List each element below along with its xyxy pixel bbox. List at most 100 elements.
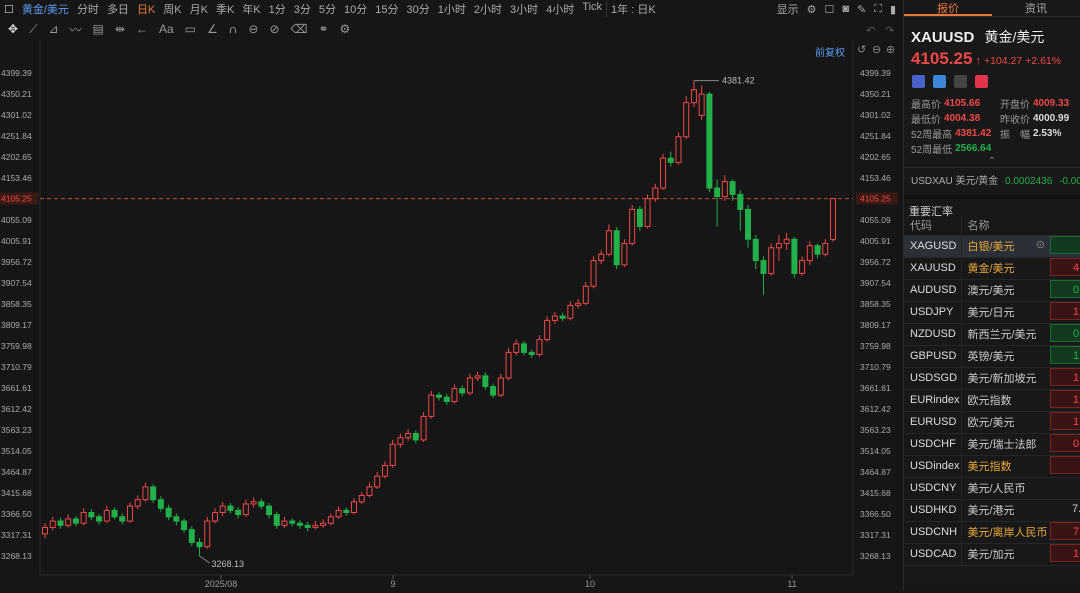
- candle-body: [698, 93, 705, 116]
- crosshair-icon[interactable]: ✥: [8, 22, 19, 36]
- panel-toggle-icon[interactable]: ▮: [889, 3, 896, 16]
- period-4[interactable]: 月K: [189, 4, 208, 16]
- note-icon[interactable]: [954, 75, 967, 88]
- window-icon[interactable]: ☐: [4, 3, 14, 16]
- candle-body: [490, 386, 497, 396]
- line-tool-icon[interactable]: ⟋: [29, 21, 38, 36]
- gear-icon[interactable]: ⚙: [339, 22, 351, 36]
- candle-body: [459, 388, 466, 394]
- globe-icon[interactable]: [912, 75, 925, 88]
- period-2[interactable]: 日K: [136, 4, 156, 16]
- tag-icon[interactable]: [933, 75, 946, 88]
- rate-row[interactable]: EURindex 欧元指数 1: [904, 389, 1080, 412]
- rate-code: EURindex: [904, 389, 961, 412]
- period-14[interactable]: 2小时: [473, 4, 503, 16]
- angle-icon[interactable]: ∠: [206, 22, 218, 36]
- candle-body: [791, 238, 798, 274]
- display-menu[interactable]: 显示: [776, 4, 799, 16]
- wave-tool-icon[interactable]: 〰: [69, 22, 82, 37]
- period-0[interactable]: 分时: [76, 4, 99, 16]
- stat-4: 52周最高 4381.42: [904, 126, 1000, 141]
- tab-news[interactable]: 资讯: [1025, 3, 1047, 15]
- rate-code: USDJPY: [904, 301, 961, 324]
- fib-tool-icon[interactable]: ▤: [92, 22, 104, 36]
- period-10[interactable]: 10分: [344, 4, 368, 16]
- pen-icon[interactable]: ✎: [857, 3, 867, 16]
- arrow-tool-icon[interactable]: ←: [135, 22, 148, 36]
- rate-row[interactable]: USDindex 美元指数: [904, 455, 1080, 478]
- zoom-out-icon[interactable]: ⊖: [872, 44, 882, 56]
- favorite-heart-icon[interactable]: [975, 75, 988, 88]
- price-tick-left: 4399.39: [1, 68, 32, 78]
- text-tool[interactable]: Aa: [158, 22, 174, 36]
- candle-body: [111, 509, 118, 518]
- zoom-in-icon[interactable]: ⊕: [886, 44, 896, 56]
- redo-icon[interactable]: ↷: [885, 25, 895, 37]
- period-6[interactable]: 年K: [242, 4, 261, 16]
- period-8[interactable]: 3分: [293, 4, 311, 16]
- comment-icon[interactable]: ▭: [184, 22, 196, 36]
- price-tick-right: 3809.17: [860, 320, 891, 330]
- period-13[interactable]: 1小时: [437, 4, 466, 16]
- layout-icon[interactable]: ☐: [824, 3, 835, 16]
- rate-value: 1: [1050, 389, 1080, 408]
- stat-label: 振 幅: [1000, 130, 1030, 141]
- rate-row[interactable]: XAUUSD 黄金/美元 4: [904, 257, 1080, 280]
- period-9[interactable]: 5分: [318, 4, 337, 16]
- period-5[interactable]: 季K: [215, 4, 235, 16]
- lock-icon[interactable]: ⊖: [248, 22, 259, 36]
- period-7[interactable]: 1分: [268, 4, 286, 16]
- price-tick-left: 4350.21: [1, 89, 32, 99]
- period-11[interactable]: 15分: [375, 4, 399, 16]
- low-marker-line: [199, 555, 210, 564]
- tab-quote[interactable]: 报价: [904, 0, 992, 16]
- range-select[interactable]: 1年 : 日K: [606, 1, 660, 17]
- candle-body: [204, 520, 211, 548]
- rate-row[interactable]: XAGUSD 白银/美元 ⊙: [904, 235, 1080, 258]
- trash-icon[interactable]: ⌫: [290, 22, 308, 36]
- chart-canvas[interactable]: 4399.39 4399.39 4350.21 4350.21 4301.02 4301.…: [0, 40, 900, 590]
- price-tick-right: 3514.05: [860, 446, 891, 456]
- fullscreen-icon[interactable]: ⛶: [874, 2, 882, 15]
- adjust-button[interactable]: 前复权: [815, 48, 845, 59]
- period-1[interactable]: 多日: [106, 4, 129, 16]
- candle-body: [520, 343, 527, 353]
- price-tick-left: 4105.25: [1, 194, 32, 204]
- undo-icon[interactable]: ↶: [866, 25, 876, 37]
- camera-icon[interactable]: ◙: [842, 3, 850, 15]
- candle-body: [482, 375, 489, 388]
- settings-icon[interactable]: ⚙: [806, 3, 817, 16]
- period-3[interactable]: 周K: [163, 4, 182, 16]
- polyline-tool-icon[interactable]: ⊿: [48, 22, 59, 36]
- candle-body: [768, 247, 775, 274]
- price-tick-right: 3858.35: [860, 299, 891, 309]
- magnet-icon[interactable]: ∩: [228, 22, 238, 36]
- rate-row[interactable]: USDCNY 美元/人民币: [904, 477, 1080, 500]
- reset-icon[interactable]: ↺: [857, 44, 867, 56]
- symbol-title[interactable]: 黄金/美元: [21, 4, 69, 16]
- period-12[interactable]: 30分: [406, 4, 430, 16]
- price-tick-left: 4055.09: [1, 215, 32, 225]
- measure-tool-icon[interactable]: ⇹: [114, 22, 125, 36]
- hide-icon[interactable]: ⊘: [269, 22, 280, 36]
- collapse-icon[interactable]: ⌃: [987, 156, 997, 167]
- stat-6: 52周最低 2566.64: [904, 141, 1000, 156]
- period-15[interactable]: 3小时: [510, 4, 539, 16]
- period-17[interactable]: Tick: [582, 1, 603, 13]
- overlay-icon[interactable]: ⚭: [318, 22, 329, 36]
- target-icon[interactable]: ⊙: [1035, 239, 1045, 252]
- stat-value: 2.53%: [1033, 128, 1062, 139]
- candlestick-chart[interactable]: 4399.39 4399.39 4350.21 4350.21 4301.02 4301.…: [0, 25, 900, 590]
- period-16[interactable]: 4小时: [546, 4, 575, 16]
- price-tick-right: 4153.46: [860, 173, 891, 183]
